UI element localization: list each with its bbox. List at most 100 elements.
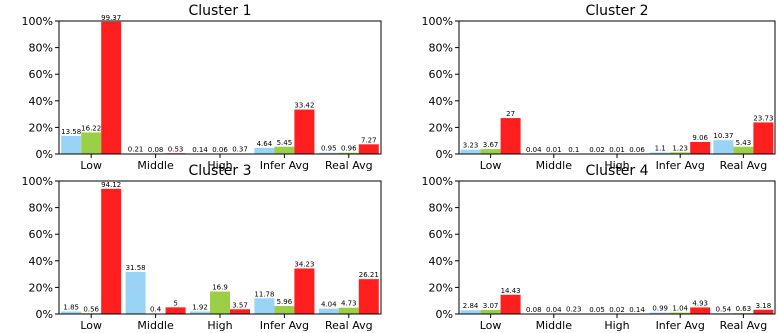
bar-s1-real-avg xyxy=(318,152,339,154)
data-label: 0.21 xyxy=(128,146,144,154)
bar-s1-middle xyxy=(125,272,146,314)
data-label: 3.57 xyxy=(232,301,248,309)
bar-s1-infer-avg xyxy=(650,312,671,314)
x-tick-label: Infer Avg xyxy=(260,159,309,172)
bar-s1-low xyxy=(460,310,481,314)
y-tick-label: 80% xyxy=(429,42,453,55)
bar-s3-real-avg xyxy=(753,122,774,154)
y-tick-label: 40% xyxy=(429,255,453,268)
y-tick-label: 0% xyxy=(36,148,53,161)
bar-s1-low xyxy=(460,149,481,154)
data-label: 5.45 xyxy=(277,139,293,147)
data-label: 4.73 xyxy=(341,300,357,308)
bar-s3-infer-avg xyxy=(294,109,315,154)
data-label: 27 xyxy=(506,110,515,118)
x-tick-label: High xyxy=(207,159,232,172)
data-label: 0.37 xyxy=(232,146,248,154)
data-label: 94.12 xyxy=(101,181,121,189)
bar-s3-infer-avg xyxy=(690,307,711,314)
data-label: 0.08 xyxy=(526,306,542,314)
data-label: 9.06 xyxy=(692,134,708,142)
data-label: 0.99 xyxy=(652,305,668,313)
bar-s2-real-avg xyxy=(338,307,359,314)
data-label: 1.1 xyxy=(655,145,666,153)
y-tick-label: 80% xyxy=(29,42,53,55)
x-tick-label: Low xyxy=(480,159,502,172)
x-tick-label: Real Avg xyxy=(720,319,768,332)
data-label: 3.18 xyxy=(756,302,772,310)
y-tick-label: 100% xyxy=(22,15,53,28)
x-tick-label: Middle xyxy=(137,159,174,172)
data-label: 0.1 xyxy=(568,146,579,154)
data-label: 4.64 xyxy=(257,140,273,148)
bar-s3-real-avg xyxy=(358,144,379,154)
y-tick-label: 0% xyxy=(436,308,453,321)
y-tick-label: 20% xyxy=(29,281,53,294)
data-label: 3.67 xyxy=(483,141,499,149)
bar-s2-low xyxy=(480,149,501,154)
bar-s1-infer-avg xyxy=(650,152,671,154)
x-tick-label: Real Avg xyxy=(325,159,373,172)
chart-panel-1: Cluster 1 13.58 0.21 0.14 4.64 0.95 16.22 0.08 0… xyxy=(22,3,382,172)
bar-s3-infer-avg xyxy=(690,141,711,154)
y-tick-label: 100% xyxy=(422,15,453,28)
data-label: 0.02 xyxy=(609,306,625,314)
bar-s1-real-avg xyxy=(318,308,339,314)
y-tick-label: 60% xyxy=(429,68,453,81)
data-label: 3.23 xyxy=(463,142,479,150)
data-label: 0.04 xyxy=(526,146,542,154)
data-label: 10.37 xyxy=(713,132,733,140)
chart-title: Cluster 4 xyxy=(585,163,648,179)
data-label: 1.92 xyxy=(192,303,208,311)
bar-s3-real-avg xyxy=(358,279,379,314)
data-label: 26.21 xyxy=(359,271,379,279)
data-label: 16.22 xyxy=(81,124,101,132)
y-tick-label: 60% xyxy=(29,228,53,241)
chart-panel-4: Cluster 4 2.84 0.08 0.05 0.99 0.54 3.07 0.04 0.0… xyxy=(422,163,776,332)
bar-s3-real-avg xyxy=(753,309,774,314)
y-tick-label: 80% xyxy=(429,202,453,215)
data-label: 0.05 xyxy=(589,306,605,314)
y-tick-label: 20% xyxy=(29,121,53,134)
x-tick-label: Infer Avg xyxy=(260,319,309,332)
data-label: 0.14 xyxy=(192,146,208,154)
data-label: 23.73 xyxy=(753,114,773,122)
bar-s2-real-avg xyxy=(338,152,359,154)
data-label: 0.04 xyxy=(546,306,562,314)
bar-s1-real-avg xyxy=(713,140,734,154)
bar-s1-high xyxy=(190,311,210,314)
x-tick-label: Infer Avg xyxy=(656,159,705,172)
bar-s3-low xyxy=(500,294,521,314)
data-label: 0.06 xyxy=(212,146,228,154)
bar-s1-infer-avg xyxy=(254,298,275,314)
data-label: 13.58 xyxy=(61,128,81,136)
data-label: 0.4 xyxy=(150,305,162,313)
chart-panel-2: Cluster 2 3.23 0.04 0.02 1.1 10.37 3.67 0.01 0.0… xyxy=(422,3,776,172)
bar-s3-high xyxy=(230,309,250,314)
y-tick-label: 80% xyxy=(29,202,53,215)
y-tick-label: 0% xyxy=(436,148,453,161)
data-label: 11.78 xyxy=(254,290,274,298)
x-tick-label: Middle xyxy=(536,319,573,332)
data-label: 1.23 xyxy=(672,144,688,152)
data-label: 0.01 xyxy=(546,146,562,154)
data-label: 14.43 xyxy=(501,287,521,295)
x-tick-label: Low xyxy=(480,319,502,332)
y-tick-label: 40% xyxy=(429,95,453,108)
y-tick-label: 40% xyxy=(29,95,53,108)
x-tick-label: Middle xyxy=(137,319,174,332)
data-label: 5.43 xyxy=(736,139,752,147)
bar-s3-low xyxy=(101,188,122,314)
x-tick-label: High xyxy=(207,319,232,332)
data-label: 5 xyxy=(173,299,177,307)
bar-s1-low xyxy=(61,311,82,314)
data-label: 0.96 xyxy=(341,145,357,153)
bar-s3-low xyxy=(101,21,122,155)
y-tick-label: 20% xyxy=(429,121,453,134)
data-label: 0.56 xyxy=(83,305,99,313)
data-label: 7.27 xyxy=(361,136,377,144)
data-label: 0.63 xyxy=(736,305,752,313)
data-label: 0.08 xyxy=(148,146,164,154)
y-tick-label: 100% xyxy=(22,175,53,188)
